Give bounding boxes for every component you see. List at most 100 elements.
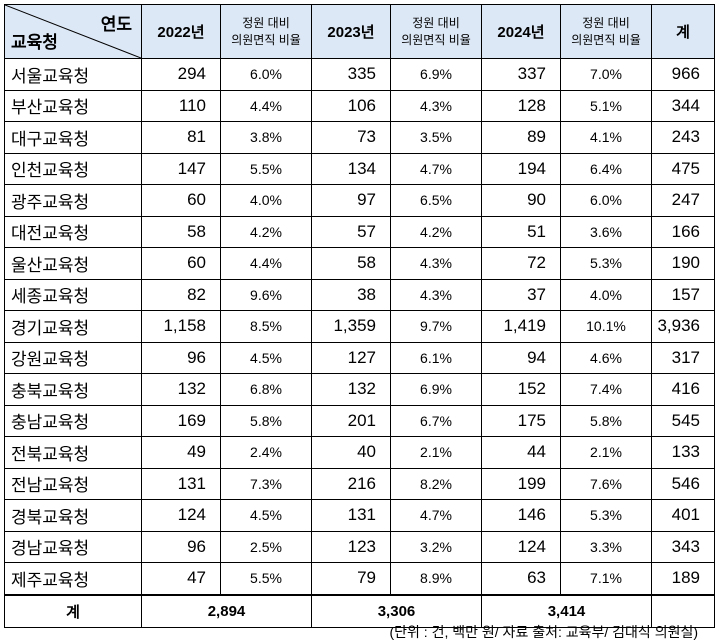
year-2022-header: 2022년 xyxy=(141,4,221,59)
ratio-header-line2: 의원면직 비율 xyxy=(571,32,641,47)
count-2022-cell: 96 xyxy=(141,530,221,563)
office-cell: 대구교육청 xyxy=(4,121,142,154)
table-row: 광주교육청 60 4.0% 97 6.5% 90 6.0% 247 xyxy=(4,184,715,217)
total-cell: 243 xyxy=(651,121,715,154)
count-2023-cell: 127 xyxy=(311,341,391,374)
table-row: 전남교육청 131 7.3% 216 8.2% 199 7.6% 546 xyxy=(4,467,715,500)
ratio-2022-cell: 4.2% xyxy=(220,215,312,248)
ratio-header-line1: 정원 대비 xyxy=(582,15,630,30)
sum-2024: 3,414 xyxy=(481,593,652,628)
ratio-2022-cell: 6.0% xyxy=(220,58,312,91)
count-2024-cell: 175 xyxy=(481,404,561,437)
count-2024-cell: 1,419 xyxy=(481,310,561,343)
ratio-2023-cell: 6.1% xyxy=(390,341,482,374)
count-2024-cell: 51 xyxy=(481,215,561,248)
total-cell: 401 xyxy=(651,499,715,532)
ratio-2023-cell: 6.7% xyxy=(390,404,482,437)
ratio-2024-cell: 10.1% xyxy=(560,310,652,343)
count-2023-cell: 40 xyxy=(311,436,391,469)
total-cell: 966 xyxy=(651,58,715,91)
diagonal-divider xyxy=(5,5,141,58)
total-cell: 190 xyxy=(651,247,715,280)
count-2024-cell: 37 xyxy=(481,278,561,311)
sum-row: 계 2,894 3,306 3,414 xyxy=(4,593,715,628)
count-2022-cell: 60 xyxy=(141,184,221,217)
total-cell: 545 xyxy=(651,404,715,437)
office-cell: 광주교육청 xyxy=(4,184,142,217)
office-cell: 경기교육청 xyxy=(4,310,142,343)
count-2022-cell: 47 xyxy=(141,562,221,595)
count-2024-cell: 152 xyxy=(481,373,561,406)
ratio-2024-cell: 3.6% xyxy=(560,215,652,248)
ratio-2023-cell: 4.3% xyxy=(390,89,482,122)
table-header: 연도 교육청 2022년 정원 대비 의원면직 비율 2023년 정원 대비 의… xyxy=(4,4,715,59)
total-cell: 133 xyxy=(651,436,715,469)
office-cell: 경북교육청 xyxy=(4,499,142,532)
office-cell: 세종교육청 xyxy=(4,278,142,311)
count-2022-cell: 58 xyxy=(141,215,221,248)
table-row: 서울교육청 294 6.0% 335 6.9% 337 7.0% 966 xyxy=(4,58,715,91)
office-cell: 충남교육청 xyxy=(4,404,142,437)
ratio-2022-cell: 7.3% xyxy=(220,467,312,500)
table-row: 세종교육청 82 9.6% 38 4.3% 37 4.0% 157 xyxy=(4,278,715,311)
total-cell: 157 xyxy=(651,278,715,311)
count-2023-cell: 38 xyxy=(311,278,391,311)
count-2023-cell: 131 xyxy=(311,499,391,532)
count-2024-cell: 63 xyxy=(481,562,561,595)
ratio-2022-cell: 4.0% xyxy=(220,184,312,217)
table-footer: 계 2,894 3,306 3,414 xyxy=(4,593,715,628)
count-2023-cell: 216 xyxy=(311,467,391,500)
table-row: 제주교육청 47 5.5% 79 8.9% 63 7.1% 189 xyxy=(4,562,715,595)
count-2023-cell: 335 xyxy=(311,58,391,91)
table-row: 충북교육청 132 6.8% 132 6.9% 152 7.4% 416 xyxy=(4,373,715,406)
ratio-2024-cell: 6.4% xyxy=(560,152,652,185)
count-2024-cell: 337 xyxy=(481,58,561,91)
count-2023-cell: 123 xyxy=(311,530,391,563)
office-cell: 제주교육청 xyxy=(4,562,142,595)
ratio-2024-cell: 2.1% xyxy=(560,436,652,469)
sum-2022: 2,894 xyxy=(141,593,312,628)
ratio-2022-cell: 5.5% xyxy=(220,562,312,595)
count-2024-cell: 124 xyxy=(481,530,561,563)
ratio-2023-cell: 4.3% xyxy=(390,247,482,280)
corner-office-label: 교육청 xyxy=(11,33,58,52)
ratio-2022-cell: 4.4% xyxy=(220,89,312,122)
total-cell: 475 xyxy=(651,152,715,185)
ratio-2024-cell: 5.8% xyxy=(560,404,652,437)
count-2022-cell: 96 xyxy=(141,341,221,374)
office-cell: 부산교육청 xyxy=(4,89,142,122)
count-2022-cell: 169 xyxy=(141,404,221,437)
ratio-2024-cell: 5.1% xyxy=(560,89,652,122)
count-2022-cell: 132 xyxy=(141,373,221,406)
count-2024-cell: 94 xyxy=(481,341,561,374)
ratio-2022-cell: 2.4% xyxy=(220,436,312,469)
ratio-2023-cell: 3.5% xyxy=(390,121,482,154)
ratio-2023-header: 정원 대비 의원면직 비율 xyxy=(390,4,482,59)
ratio-2023-cell: 2.1% xyxy=(390,436,482,469)
count-2022-cell: 147 xyxy=(141,152,221,185)
ratio-2022-cell: 8.5% xyxy=(220,310,312,343)
table-row: 경북교육청 124 4.5% 131 4.7% 146 5.3% 401 xyxy=(4,499,715,532)
office-cell: 인천교육청 xyxy=(4,152,142,185)
count-2022-cell: 82 xyxy=(141,278,221,311)
ratio-2022-cell: 9.6% xyxy=(220,278,312,311)
office-cell: 울산교육청 xyxy=(4,247,142,280)
count-2023-cell: 79 xyxy=(311,562,391,595)
sum-label: 계 xyxy=(4,593,142,628)
count-2023-cell: 132 xyxy=(311,373,391,406)
office-cell: 강원교육청 xyxy=(4,341,142,374)
resignation-table-container: 연도 교육청 2022년 정원 대비 의원면직 비율 2023년 정원 대비 의… xyxy=(4,4,715,628)
table-row: 부산교육청 110 4.4% 106 4.3% 128 5.1% 344 xyxy=(4,89,715,122)
count-2024-cell: 146 xyxy=(481,499,561,532)
ratio-2022-cell: 5.5% xyxy=(220,152,312,185)
count-2023-cell: 106 xyxy=(311,89,391,122)
ratio-2024-header: 정원 대비 의원면직 비율 xyxy=(560,4,652,59)
table-row: 경기교육청 1,158 8.5% 1,359 9.7% 1,419 10.1% 3,936 xyxy=(4,310,715,343)
ratio-header-line1: 정원 대비 xyxy=(242,15,290,30)
total-cell: 344 xyxy=(651,89,715,122)
ratio-header-line1: 정원 대비 xyxy=(412,15,460,30)
ratio-2024-cell: 7.4% xyxy=(560,373,652,406)
count-2022-cell: 81 xyxy=(141,121,221,154)
office-cell: 충북교육청 xyxy=(4,373,142,406)
count-2024-cell: 128 xyxy=(481,89,561,122)
